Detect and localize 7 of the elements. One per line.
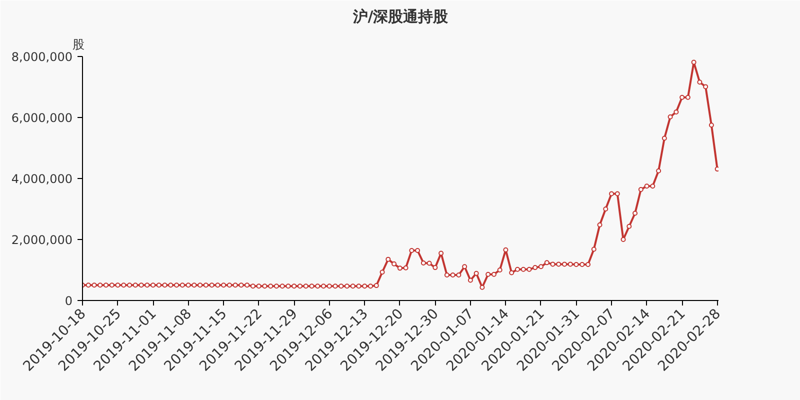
y-tick-label: 4,000,000	[11, 172, 73, 186]
y-tick-label: 6,000,000	[11, 111, 73, 125]
y-tick-label: 2,000,000	[11, 233, 73, 247]
y-tick-label: 8,000,000	[11, 50, 73, 64]
chart-title: 沪/深股通持股	[352, 8, 450, 26]
y-tick-label: 0	[64, 294, 73, 308]
y-axis-title: 股	[72, 38, 84, 52]
